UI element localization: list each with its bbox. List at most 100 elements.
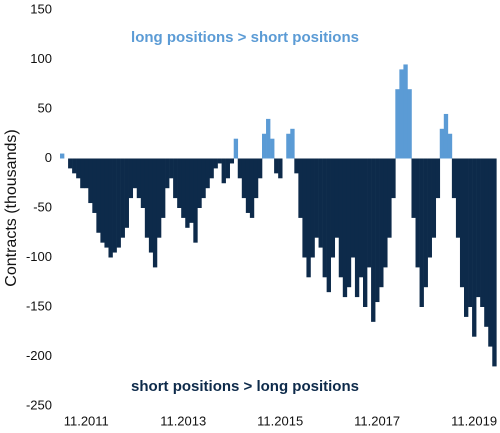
bar — [112, 158, 117, 253]
bar — [298, 158, 303, 218]
y-tick-label: -100 — [26, 249, 52, 264]
bar — [411, 158, 416, 218]
y-tick-label: -50 — [33, 199, 52, 214]
bar — [181, 158, 186, 218]
bar — [197, 158, 202, 208]
bar — [423, 158, 428, 288]
bar — [217, 158, 222, 164]
bar — [253, 158, 259, 199]
bar — [447, 133, 453, 159]
bar — [237, 158, 243, 179]
bar — [350, 158, 356, 258]
bar — [439, 128, 445, 159]
y-tick-label: -250 — [26, 397, 52, 412]
bar — [286, 133, 291, 159]
bar — [314, 158, 319, 238]
bar — [249, 158, 255, 218]
bar — [84, 158, 89, 189]
bar — [88, 158, 93, 204]
bar — [383, 158, 388, 268]
bar — [387, 158, 392, 238]
y-tick-label: 50 — [38, 100, 52, 115]
annotation: short positions > long positions — [131, 378, 359, 395]
bar — [306, 158, 311, 278]
bar — [294, 158, 299, 174]
bar — [274, 158, 279, 174]
bar — [229, 158, 235, 164]
bar — [451, 158, 457, 199]
bar — [169, 158, 174, 179]
bar — [318, 158, 323, 248]
annotation: long positions > short positions — [131, 29, 359, 46]
y-tick-label: 100 — [30, 51, 52, 66]
bar — [136, 158, 142, 199]
bar — [358, 158, 364, 278]
bar — [346, 158, 352, 288]
bar — [144, 158, 150, 238]
bar — [189, 158, 194, 223]
y-tick-label: -150 — [26, 298, 52, 313]
bar — [468, 158, 473, 307]
bar — [72, 158, 77, 174]
bar — [201, 158, 206, 199]
x-tick-label: 11.2011 — [64, 413, 109, 428]
bar — [132, 158, 138, 189]
bar — [354, 158, 360, 298]
bar — [161, 158, 166, 218]
bar — [60, 153, 65, 159]
bar — [193, 158, 198, 243]
bar — [431, 158, 437, 238]
bar — [128, 158, 134, 199]
bar — [435, 158, 441, 199]
bar — [395, 89, 400, 159]
x-tick-label: 11.2019 — [451, 413, 497, 428]
bar — [152, 158, 158, 268]
bar — [464, 158, 469, 317]
bar — [459, 158, 465, 288]
bar — [148, 158, 154, 253]
bar — [209, 158, 214, 179]
bar — [326, 158, 331, 293]
bar — [375, 158, 380, 303]
bar — [108, 158, 113, 258]
bar — [290, 128, 295, 159]
bar — [443, 113, 449, 159]
y-tick-label: 150 — [30, 1, 52, 16]
bar — [338, 158, 344, 278]
bar — [363, 158, 368, 307]
bar — [266, 118, 271, 159]
bar — [415, 158, 420, 268]
bar — [104, 158, 109, 248]
bar — [120, 158, 125, 238]
bar — [480, 158, 485, 307]
bar — [278, 158, 283, 179]
bar — [399, 69, 404, 159]
bar — [407, 89, 412, 159]
bar — [100, 158, 105, 243]
bar — [371, 158, 376, 322]
bar — [140, 158, 146, 208]
x-tick-label: 11.2013 — [160, 413, 206, 428]
bar — [173, 158, 178, 199]
bar — [76, 158, 81, 179]
bar — [391, 158, 396, 199]
bar — [472, 158, 477, 337]
bar — [116, 158, 121, 248]
bar — [322, 158, 327, 278]
bar — [241, 158, 247, 199]
y-tick-label: -200 — [26, 348, 52, 363]
x-tick-label: 11.2017 — [354, 413, 400, 428]
bar — [165, 158, 170, 189]
bar — [92, 158, 97, 213]
bar — [221, 158, 226, 184]
bar — [68, 158, 73, 169]
x-tick-label: 11.2015 — [257, 413, 303, 428]
bar — [334, 158, 340, 238]
bar — [302, 158, 307, 258]
bar — [488, 158, 493, 347]
y-tick-label: 0 — [45, 150, 52, 165]
bar — [330, 158, 336, 258]
bar — [177, 158, 182, 208]
bar — [262, 133, 267, 159]
